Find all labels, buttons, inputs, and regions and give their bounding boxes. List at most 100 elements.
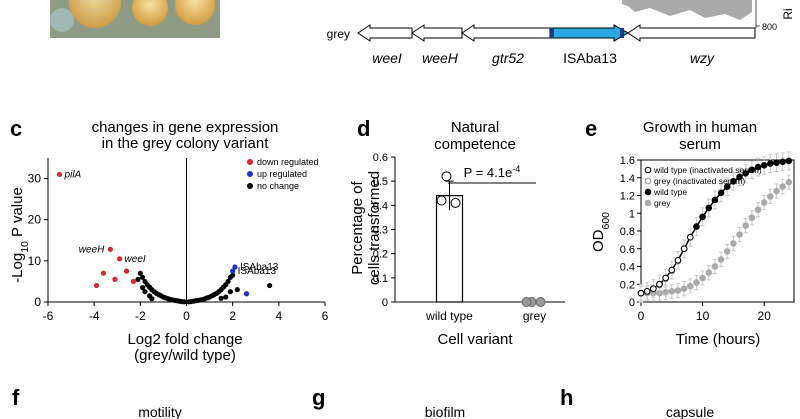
data-point bbox=[699, 213, 706, 221]
data-point bbox=[656, 280, 663, 288]
data-point bbox=[742, 222, 750, 229]
data-point bbox=[779, 158, 786, 166]
chart-title: Growth in human bbox=[643, 119, 757, 136]
y-axis-label: OD600 bbox=[590, 212, 612, 252]
data-point bbox=[785, 178, 793, 186]
data-point bbox=[680, 245, 688, 253]
data-point bbox=[100, 270, 106, 276]
data-point bbox=[767, 160, 774, 167]
point-label: weeI bbox=[125, 254, 146, 265]
panel-title: biofilm bbox=[425, 404, 465, 419]
data-point bbox=[674, 287, 682, 294]
data-point bbox=[267, 282, 273, 289]
data-point bbox=[521, 297, 532, 307]
coverage-label: Ri bbox=[781, 8, 795, 19]
colony bbox=[175, 0, 215, 25]
x-tick-label: 2 bbox=[229, 309, 236, 323]
gene-diagram: 800 Ri grey weeI weeH gtr52 ISAba13 wzy bbox=[327, 0, 795, 66]
data-point bbox=[730, 178, 737, 185]
legend-label: down regulated bbox=[257, 157, 319, 167]
y-tick-label: 1.2 bbox=[620, 191, 635, 203]
data-point bbox=[140, 285, 146, 291]
gene-arrow bbox=[357, 24, 413, 42]
data-point bbox=[711, 263, 719, 270]
data-point bbox=[56, 171, 63, 178]
annotation: P = 4.1e-4 bbox=[464, 164, 521, 180]
data-point bbox=[705, 269, 713, 277]
coverage-tick-label: 800 bbox=[762, 22, 777, 32]
data-point bbox=[773, 187, 780, 195]
y-axis-label-part: -Log bbox=[9, 253, 26, 283]
panel-title: motility bbox=[138, 404, 182, 419]
y-tick-label: 30 bbox=[28, 172, 42, 186]
y-axis-label-part: 600 bbox=[600, 212, 612, 230]
colony bbox=[132, 0, 168, 26]
annotation-part: -4 bbox=[512, 164, 520, 174]
y-tick-label: 0.2 bbox=[373, 249, 388, 261]
data-point bbox=[227, 289, 233, 295]
x-tick-label: -4 bbox=[89, 309, 100, 323]
x-tick-label: 4 bbox=[275, 309, 282, 323]
legend-marker bbox=[247, 171, 253, 177]
y-tick-label: 0 bbox=[629, 297, 635, 309]
y-tick-label: 0.4 bbox=[620, 262, 635, 274]
y-axis-label: Percentage of bbox=[349, 180, 366, 274]
y-tick-label: 10 bbox=[28, 254, 42, 268]
legend-label: up regulated bbox=[257, 169, 307, 179]
data-point bbox=[662, 288, 669, 296]
legend-label: no change bbox=[257, 181, 299, 191]
data-point bbox=[730, 240, 737, 247]
data-point bbox=[123, 268, 130, 274]
data-point bbox=[693, 279, 700, 286]
data-point bbox=[760, 162, 768, 169]
data-point bbox=[142, 289, 148, 295]
point-label: ISAba13 bbox=[238, 266, 277, 277]
annotation-part: P = 4.1e bbox=[464, 165, 513, 180]
data-point bbox=[674, 256, 682, 264]
data-point bbox=[693, 223, 700, 230]
data-point bbox=[643, 288, 651, 295]
x-tick-label: 0 bbox=[638, 309, 645, 323]
data-point bbox=[748, 214, 756, 221]
y-axis-label: cells transformed bbox=[366, 171, 383, 285]
x-axis-label: (grey/wild type) bbox=[134, 347, 236, 364]
data-point bbox=[223, 294, 229, 300]
data-point bbox=[717, 189, 725, 197]
data-point bbox=[662, 274, 669, 282]
gene-arrow bbox=[627, 24, 756, 42]
data-point bbox=[754, 163, 762, 171]
data-point bbox=[107, 246, 113, 252]
y-axis-label-part: 10 bbox=[19, 241, 31, 253]
gene-arrow bbox=[411, 24, 463, 42]
y-tick-label: 20 bbox=[28, 213, 42, 227]
x-tick-label: 20 bbox=[758, 309, 772, 323]
legend-marker bbox=[247, 159, 253, 165]
data-point bbox=[181, 299, 187, 305]
x-tick-label: wild type bbox=[425, 309, 473, 323]
data-point bbox=[686, 282, 694, 290]
x-tick-label: 10 bbox=[696, 309, 710, 323]
data-point bbox=[742, 170, 750, 177]
repeat-end bbox=[550, 28, 554, 38]
y-tick-label: 0.3 bbox=[373, 225, 388, 237]
bar bbox=[435, 195, 464, 303]
gene-label: weeI bbox=[372, 50, 402, 66]
data-point bbox=[234, 287, 240, 293]
x-tick-label: grey bbox=[523, 309, 546, 323]
point-label: weeH bbox=[79, 244, 105, 255]
point-label: ISAba13 bbox=[240, 262, 279, 273]
legend-marker bbox=[644, 188, 652, 196]
data-point bbox=[112, 276, 118, 282]
data-point bbox=[230, 272, 236, 278]
x-tick-label: -6 bbox=[43, 309, 54, 323]
data-point bbox=[140, 274, 146, 280]
data-point bbox=[760, 199, 768, 206]
legend-marker bbox=[644, 166, 652, 174]
data-point bbox=[637, 289, 645, 297]
y-tick-label: 1.6 bbox=[620, 155, 635, 167]
data-point bbox=[668, 288, 676, 295]
gene-arrow bbox=[461, 24, 551, 42]
data-point bbox=[754, 206, 762, 213]
y-axis-label-part: OD bbox=[590, 229, 607, 252]
data-point bbox=[225, 278, 231, 285]
